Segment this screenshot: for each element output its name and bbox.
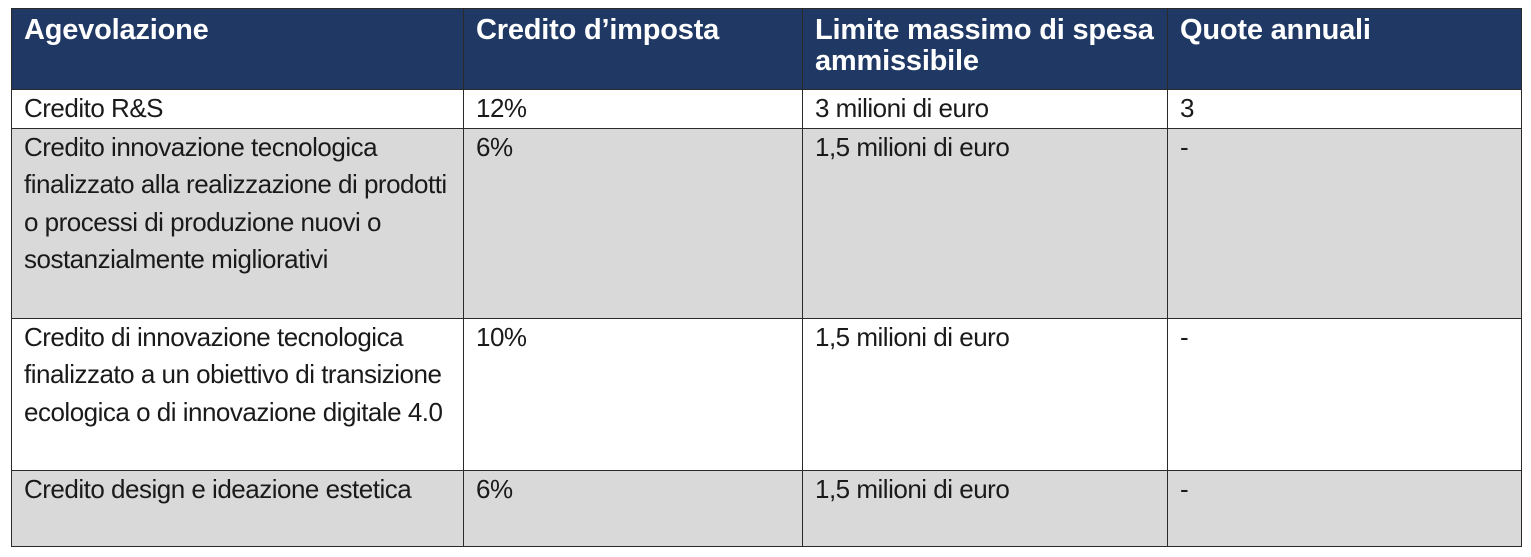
cell-agevolazione: Credito design e ideazione estetica <box>11 469 464 547</box>
header-agevolazione: Agevolazione <box>11 8 464 90</box>
table-row: Credito innovazione tecnologica finalizz… <box>11 127 1522 319</box>
header-row: Agevolazione Credito d’imposta Limite ma… <box>11 8 1522 90</box>
header-credito-imposta: Credito d’imposta <box>463 8 803 90</box>
table-row: Credito design e ideazione estetica 6% 1… <box>11 469 1522 547</box>
cell-credito: 12% <box>463 89 803 129</box>
table-row: Credito R&S 12% 3 milioni di euro 3 <box>11 89 1522 129</box>
cell-quote: - <box>1167 469 1522 547</box>
cell-agevolazione: Credito R&S <box>11 89 464 129</box>
table-row: Credito di innovazione tecnologica final… <box>11 317 1522 471</box>
cell-quote: - <box>1167 127 1522 319</box>
cell-agevolazione: Credito innovazione tecnologica finalizz… <box>11 127 464 319</box>
cell-limite: 3 milioni di euro <box>802 89 1168 129</box>
tax-credit-table: Agevolazione Credito d’imposta Limite ma… <box>11 8 1522 547</box>
cell-credito: 10% <box>463 317 803 471</box>
cell-credito: 6% <box>463 127 803 319</box>
table-header: Agevolazione Credito d’imposta Limite ma… <box>11 8 1522 90</box>
table-body: Credito R&S 12% 3 milioni di euro 3 Cred… <box>11 89 1522 547</box>
cell-limite: 1,5 milioni di euro <box>802 127 1168 319</box>
header-quote-annuali: Quote annuali <box>1167 8 1522 90</box>
cell-limite: 1,5 milioni di euro <box>802 469 1168 547</box>
cell-quote: - <box>1167 317 1522 471</box>
header-limite-spesa: Limite massimo di spesa ammissibile <box>802 8 1168 90</box>
cell-limite: 1,5 milioni di euro <box>802 317 1168 471</box>
cell-credito: 6% <box>463 469 803 547</box>
cell-quote: 3 <box>1167 89 1522 129</box>
cell-agevolazione: Credito di innovazione tecnologica final… <box>11 317 464 471</box>
